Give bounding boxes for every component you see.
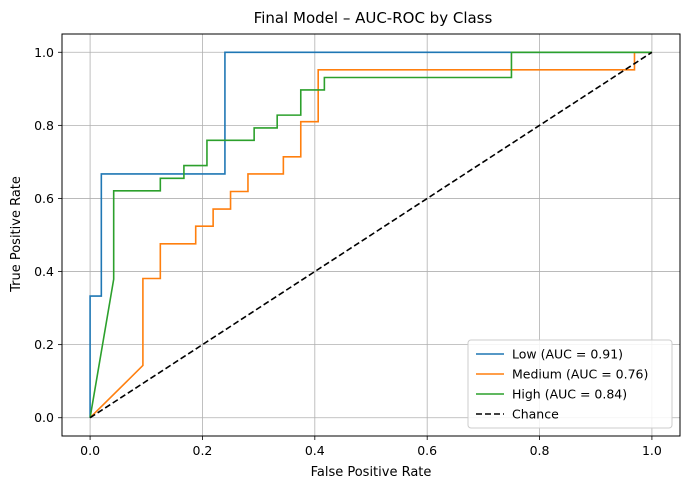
series-line-0 — [89, 51, 652, 418]
x-tick-label: 0.2 — [193, 443, 213, 458]
grid-lines — [62, 34, 680, 436]
legend-label-3: Chance — [512, 407, 559, 422]
legend: Low (AUC = 0.91) Medium (AUC = 0.76) High … — [467, 339, 673, 429]
y-tick-label: 0.0 — [34, 410, 54, 425]
axes-frame — [61, 33, 681, 437]
series-line-3 — [89, 51, 653, 419]
ticks: 0.0 0.2 0.4 0.6 0.8 1.0 0.0 0.2 0.4 0.6 0.8 1.0 — [34, 45, 662, 458]
y-tick-label: 0.8 — [34, 118, 54, 133]
chart-title: Final Model – AUC-ROC by Class — [254, 9, 493, 27]
series-line-2 — [89, 51, 652, 418]
series-line-1 — [89, 51, 652, 419]
legend-label-2: High (AUC = 0.84) — [512, 387, 627, 402]
series-layer — [89, 51, 653, 419]
x-tick-label: 0.8 — [530, 443, 550, 458]
x-axis-label: False Positive Rate — [311, 465, 432, 480]
x-tick-label: 1.0 — [642, 443, 662, 458]
y-tick-label: 0.4 — [34, 264, 54, 279]
legend-box — [467, 339, 673, 429]
y-axis-label: True Positive Rate — [9, 176, 24, 293]
y-tick-label: 0.6 — [34, 191, 54, 206]
y-tick-label: 0.2 — [34, 337, 54, 352]
legend-label-1: Medium (AUC = 0.76) — [512, 367, 648, 382]
legend-label-0: Low (AUC = 0.91) — [512, 347, 623, 362]
y-tick-label: 1.0 — [34, 45, 54, 60]
x-tick-label: 0.6 — [417, 443, 437, 458]
x-tick-label: 0.0 — [80, 443, 100, 458]
x-tick-label: 0.4 — [305, 443, 325, 458]
